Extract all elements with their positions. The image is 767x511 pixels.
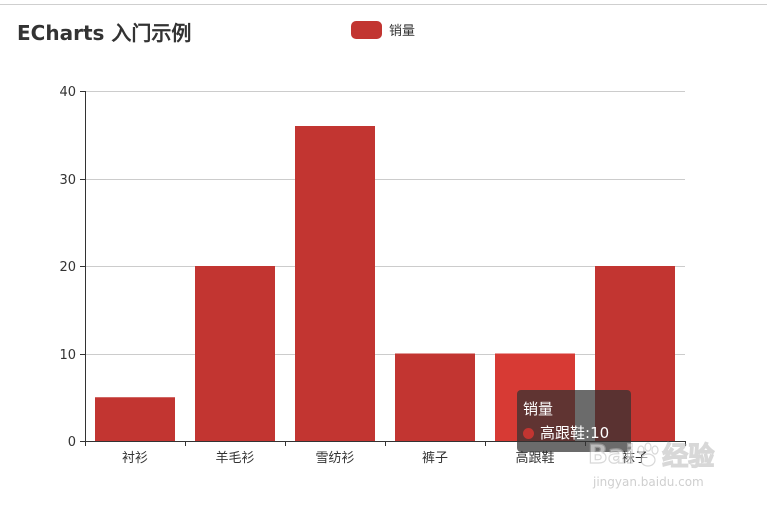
- bar-0[interactable]: [95, 397, 175, 441]
- x-tick-label: 雪纺衫: [315, 451, 354, 466]
- chart-title: ECharts 入门示例: [17, 21, 192, 45]
- watermark-brand: Bai: [587, 439, 635, 470]
- watermark: Bai 经验 jingyan.baidu.com: [587, 428, 728, 489]
- y-tick-label: 30: [59, 173, 76, 188]
- tooltip-value: 10: [590, 424, 610, 442]
- tooltip-row: 高跟鞋: 10: [523, 421, 625, 445]
- x-tick-label: 羊毛衫: [215, 450, 254, 466]
- tooltip: 销量 高跟鞋: 10: [517, 390, 631, 452]
- legend-label: 销量: [389, 24, 416, 39]
- tooltip-title: 销量: [523, 400, 554, 418]
- watermark-brand-tail: 经验: [662, 441, 715, 472]
- legend-item-sales[interactable]: 销量: [351, 20, 415, 39]
- tooltip-marker: [523, 427, 534, 439]
- bar-1[interactable]: [195, 266, 275, 441]
- bar-2[interactable]: [295, 126, 375, 441]
- top-divider: [0, 4, 767, 5]
- x-tick-label: 高跟鞋: [515, 450, 554, 466]
- bar-3[interactable]: [395, 353, 475, 442]
- y-tick-label: 0: [68, 435, 76, 450]
- paw-icon: [637, 441, 659, 467]
- tooltip-category: 高跟鞋: [540, 424, 586, 442]
- x-tick-label: 衬衫: [122, 451, 148, 466]
- y-tick-label: 40: [59, 85, 76, 100]
- x-tick-label: 裤子: [422, 451, 448, 466]
- y-tick-label: 20: [59, 260, 76, 275]
- watermark-url: jingyan.baidu.com: [593, 475, 704, 489]
- legend-swatch: [351, 20, 382, 39]
- tooltip-separator: :: [585, 424, 591, 442]
- y-tick-label: 10: [59, 348, 76, 363]
- watermark-logo: Bai 经验: [587, 436, 715, 473]
